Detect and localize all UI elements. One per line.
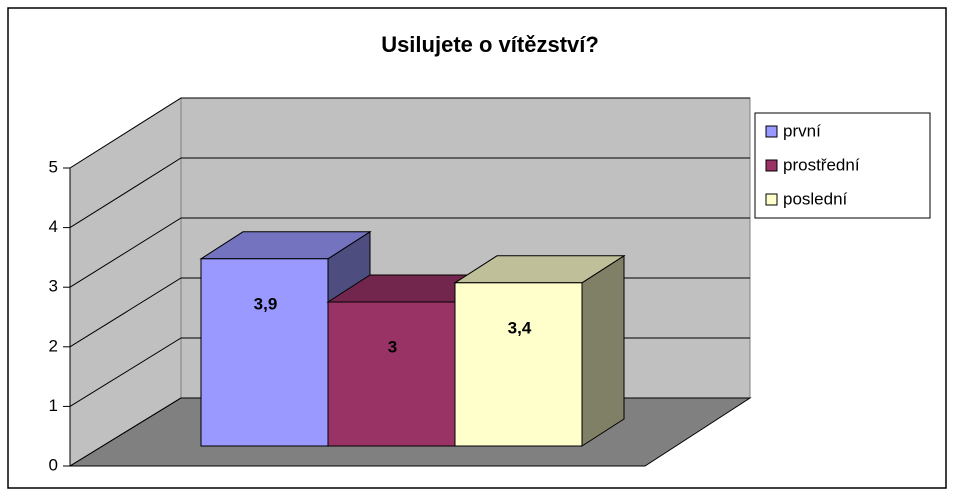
grid-line [69, 217, 750, 288]
y-tick-label: 3 [49, 277, 58, 296]
y-tick-label: 0 [49, 455, 58, 474]
data-label: 3,9 [254, 294, 278, 313]
y-tick-label: 5 [49, 157, 58, 176]
y-tick-label: 2 [49, 336, 58, 355]
grid-line [69, 97, 750, 169]
legend-label: prostřední [783, 155, 860, 174]
legend-label: první [783, 121, 821, 140]
legend-label: poslední [783, 189, 848, 208]
bar-side [581, 254, 625, 447]
bar [200, 258, 329, 447]
legend [754, 112, 931, 219]
chart-title: Usilujete o vítězství? [381, 32, 599, 57]
data-label: 3 [388, 337, 397, 356]
legend-swatch [765, 159, 778, 172]
y-tick-label: 4 [49, 217, 58, 236]
bar [327, 301, 456, 447]
y-tick-label: 1 [49, 396, 58, 415]
data-label: 3,4 [508, 318, 532, 337]
legend-swatch [765, 125, 778, 138]
bar [454, 282, 583, 447]
grid-line [69, 157, 750, 229]
legend-swatch [765, 193, 778, 206]
